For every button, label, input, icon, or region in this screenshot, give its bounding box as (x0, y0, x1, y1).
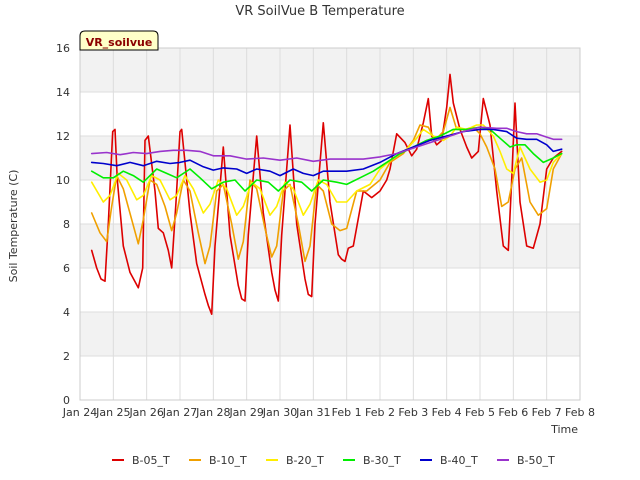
y-tick-label: 14 (56, 86, 70, 99)
x-tick-label: Feb 5 (465, 406, 495, 419)
x-tick-label: Feb 8 (565, 406, 595, 419)
plot-band (80, 356, 580, 400)
x-tick-label: Jan 30 (262, 406, 297, 419)
x-tick-label: Jan 24 (62, 406, 97, 419)
legend: B-05_T B-10_T B-20_T B-30_T B-40_T B-50_T (112, 454, 555, 467)
x-tick-label: Feb 7 (532, 406, 562, 419)
y-tick-label: 8 (63, 218, 70, 231)
y-tick-label: 10 (56, 174, 70, 187)
y-tick-label: 4 (63, 306, 70, 319)
y-axis-label: Soil Temperature (C) (7, 170, 20, 283)
y-tick-label: 12 (56, 130, 70, 143)
series-line-B-20_T (90, 124, 563, 216)
x-tick-label: Jan 29 (228, 406, 263, 419)
y-axis-ticks: 0 2 4 6 8 10 12 14 16 (56, 42, 70, 407)
x-tick-label: Feb 4 (432, 406, 462, 419)
legend-label: B-50_T (517, 454, 555, 467)
x-tick-label: Feb 6 (498, 406, 528, 419)
legend-label: B-05_T (132, 454, 170, 467)
series-line-B-40_T (90, 128, 563, 177)
x-tick-label: Jan 27 (162, 406, 197, 419)
legend-label: B-10_T (209, 454, 247, 467)
y-tick-label: 16 (56, 42, 70, 55)
legend-label: B-30_T (363, 454, 401, 467)
y-tick-label: 2 (63, 350, 70, 363)
series-line-B-10_T (90, 106, 563, 265)
plot-band (80, 92, 580, 136)
legend-label: B-40_T (440, 454, 478, 467)
plot-band (80, 224, 580, 268)
x-tick-label: Jan 28 (195, 406, 230, 419)
plot-frame (79, 47, 581, 401)
x-tick-label: Jan 26 (128, 406, 163, 419)
x-tick-label: Feb 2 (365, 406, 395, 419)
x-tick-label: Feb 3 (398, 406, 428, 419)
y-tick-label: 6 (63, 262, 70, 275)
plot-band (80, 268, 580, 312)
series-lines (90, 73, 563, 316)
x-tick-label: Jan 31 (295, 406, 330, 419)
x-tick-label: Feb 1 (332, 406, 362, 419)
series-line-B-50_T (90, 126, 563, 163)
y-tick-label: 0 (63, 394, 70, 407)
series-line-B-30_T (90, 126, 563, 192)
chart-title: VR SoilVue B Temperature (235, 4, 404, 19)
station-label-background (79, 30, 159, 51)
x-tick-label: Jan 25 (95, 406, 130, 419)
plot-band (80, 48, 580, 92)
legend-label: B-20_T (286, 454, 324, 467)
station-label: VR_soilvue (86, 36, 153, 49)
plot-band (80, 312, 580, 356)
x-axis-label: Time (550, 423, 578, 436)
station-label-box: VR_soilvue (79, 30, 159, 51)
series-line-B-05_T (90, 73, 563, 316)
